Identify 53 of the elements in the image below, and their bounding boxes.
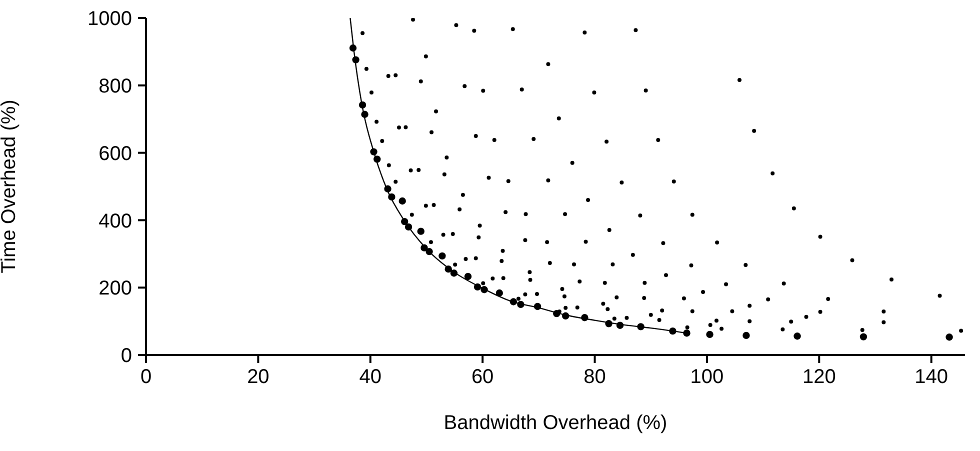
point bbox=[534, 302, 542, 310]
point bbox=[426, 248, 433, 256]
point bbox=[517, 300, 524, 308]
point bbox=[946, 334, 953, 341]
point bbox=[398, 197, 406, 205]
x-tick-label: 0 bbox=[140, 366, 152, 388]
point bbox=[388, 193, 396, 201]
point bbox=[349, 44, 357, 52]
point bbox=[450, 270, 458, 277]
y-tick-label: 1000 bbox=[88, 8, 132, 30]
point bbox=[464, 272, 472, 280]
y-axis-title: Time Overhead (%) bbox=[0, 100, 20, 274]
x-tick-label: 20 bbox=[247, 366, 270, 388]
point bbox=[605, 320, 612, 328]
point bbox=[404, 223, 412, 231]
y-tick-label: 800 bbox=[98, 76, 132, 98]
point bbox=[742, 332, 750, 340]
point bbox=[794, 332, 801, 340]
point bbox=[510, 298, 518, 306]
y-tick-label: 600 bbox=[98, 142, 132, 165]
point bbox=[637, 323, 644, 330]
point bbox=[683, 329, 690, 337]
point bbox=[384, 185, 392, 192]
point bbox=[616, 322, 624, 329]
x-axis-title: Bandwidth Overhead (%) bbox=[444, 412, 668, 434]
point bbox=[562, 312, 570, 320]
point bbox=[438, 252, 446, 260]
point bbox=[581, 314, 588, 322]
y-tick-label: 0 bbox=[120, 345, 132, 368]
point bbox=[417, 228, 424, 235]
point bbox=[706, 330, 714, 338]
point bbox=[474, 283, 482, 291]
point bbox=[370, 148, 378, 156]
x-tick-label: 80 bbox=[584, 366, 606, 388]
x-tick-label: 60 bbox=[471, 366, 494, 388]
point bbox=[496, 289, 504, 297]
point bbox=[374, 156, 381, 163]
point bbox=[401, 218, 408, 226]
y-tick-label: 400 bbox=[98, 210, 132, 232]
point bbox=[361, 110, 368, 118]
point bbox=[669, 327, 676, 335]
x-tick-label: 40 bbox=[359, 366, 382, 388]
point bbox=[860, 333, 868, 340]
x-tick-label: 140 bbox=[914, 366, 948, 388]
point bbox=[444, 265, 452, 273]
point bbox=[352, 56, 360, 64]
point bbox=[480, 286, 488, 294]
x-tick-label: 120 bbox=[802, 366, 836, 388]
point bbox=[420, 244, 428, 252]
x-tick-label: 100 bbox=[690, 366, 724, 388]
y-tick-label: 200 bbox=[98, 278, 132, 300]
point bbox=[358, 101, 366, 109]
point bbox=[553, 310, 560, 318]
